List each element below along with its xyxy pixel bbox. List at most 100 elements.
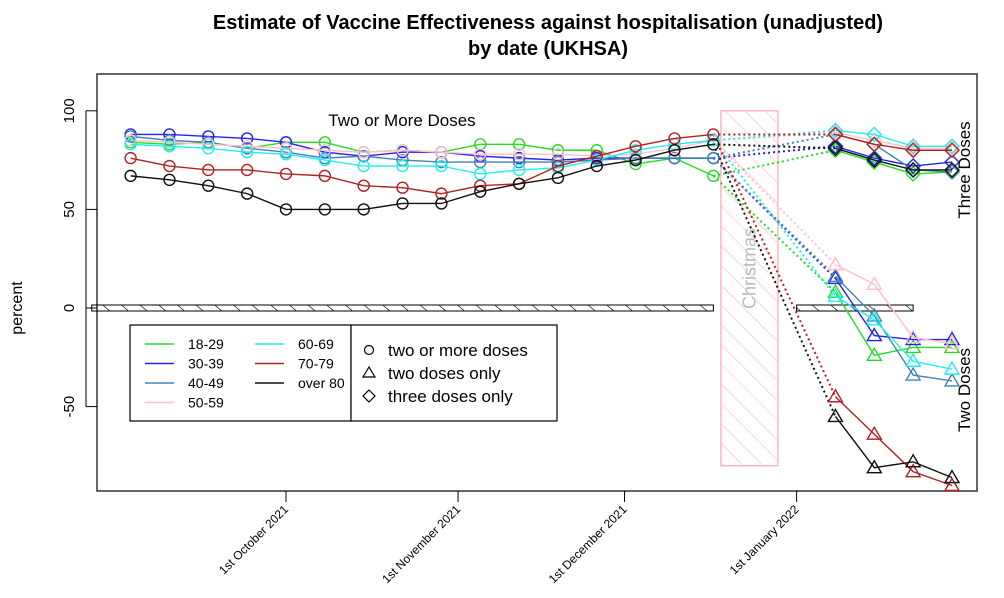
y-axis: 100 50 0 -50 — [61, 98, 97, 417]
point-two-doses — [904, 453, 922, 468]
plot-frame — [96, 73, 978, 492]
point-two-or-more-doses — [629, 153, 642, 167]
x-tick-label: 1st December 2021 — [546, 502, 630, 586]
point-three-doses — [905, 158, 922, 175]
point-two-or-more-doses — [707, 151, 720, 165]
series-70-79 — [124, 126, 961, 492]
point-two-or-more-doses — [318, 136, 332, 149]
legend-label-50-59: 50-59 — [188, 395, 224, 411]
point-two-or-more-doses — [512, 151, 526, 165]
point-three-doses — [905, 161, 922, 178]
legend-age-groups: 18-29 30-39 40-49 50-59 60-69 70-79 over 80 — [145, 336, 345, 411]
point-three-doses — [944, 142, 960, 159]
point-two-or-more-doses — [279, 167, 293, 181]
line-three-doses — [835, 133, 952, 151]
connector-three-doses — [713, 149, 836, 177]
legend-markers: two or more doses two doses only three dos… — [361, 341, 528, 406]
legend-label-30-39: 30-39 — [188, 356, 224, 372]
point-two-or-more-doses — [279, 147, 293, 161]
point-two-or-more-doses — [435, 146, 448, 159]
point-two-doses — [866, 346, 883, 362]
point-two-or-more-doses — [318, 153, 332, 167]
point-two-or-more-doses — [668, 144, 681, 157]
legend-age-box — [129, 324, 352, 422]
line-two-or-more-doses — [130, 133, 714, 195]
point-two-or-more-doses — [240, 187, 254, 200]
point-two-or-more-doses — [124, 134, 137, 147]
point-two-or-more-doses — [435, 155, 448, 169]
point-two-doses — [866, 275, 883, 291]
legend-label-60-69: 60-69 — [298, 336, 334, 352]
connector-two-doses — [712, 134, 837, 398]
point-two-or-more-doses — [240, 163, 254, 177]
legend-circle-icon — [363, 344, 375, 356]
connector-two-doses — [712, 175, 837, 293]
point-two-doses — [866, 307, 883, 322]
point-two-or-more-doses — [629, 144, 642, 157]
point-two-doses — [943, 360, 961, 375]
point-two-or-more-doses — [512, 147, 526, 161]
background-annotations: Christmas — [91, 110, 914, 467]
point-two-or-more-doses — [435, 197, 448, 210]
point-two-doses — [827, 256, 844, 271]
x-tick-label: 1st November 2021 — [379, 502, 463, 586]
point-two-or-more-doses — [512, 138, 526, 151]
point-two-or-more-doses — [590, 159, 603, 173]
point-two-or-more-doses — [629, 140, 642, 153]
point-two-or-more-doses — [668, 151, 681, 165]
annotation-two-doses: Two Doses — [955, 348, 974, 432]
legend-diamond-icon — [362, 389, 376, 403]
point-three-doses — [827, 122, 844, 139]
point-two-or-more-doses — [396, 144, 409, 157]
point-two-or-more-doses — [668, 132, 681, 145]
line-two-doses — [834, 416, 953, 479]
line-two-or-more-doses — [130, 139, 714, 175]
point-two-doses — [827, 287, 844, 302]
line-two-doses — [835, 263, 953, 345]
point-two-or-more-doses — [357, 179, 370, 192]
point-two-doses — [904, 339, 922, 354]
legend-label-70-79: 70-79 — [298, 356, 334, 372]
connector-three-doses — [713, 145, 836, 160]
legend-label-40-49: 40-49 — [188, 375, 224, 391]
line-three-doses — [835, 131, 952, 149]
y-axis-label: percent — [9, 281, 26, 335]
point-two-or-more-doses — [357, 159, 370, 173]
point-two-or-more-doses — [357, 203, 370, 216]
point-two-or-more-doses — [707, 128, 720, 141]
point-two-or-more-doses — [318, 203, 332, 216]
point-two-or-more-doses — [318, 144, 332, 157]
christmas-label: Christmas — [739, 228, 759, 309]
y-tick-label: 50 — [61, 201, 78, 218]
point-two-or-more-doses — [474, 155, 487, 169]
line-two-or-more-doses — [130, 133, 714, 161]
point-two-doses — [866, 459, 883, 474]
point-three-doses — [905, 138, 922, 155]
point-three-doses — [866, 152, 883, 169]
point-two-doses — [827, 268, 844, 283]
point-two-or-more-doses — [551, 171, 565, 185]
x-tick-label: 1st January 2022 — [727, 502, 802, 577]
legend-marker-label: two or more doses — [388, 341, 528, 360]
point-two-doses — [904, 329, 922, 344]
legend-marker-label: two doses only — [388, 364, 501, 383]
point-two-or-more-doses — [357, 149, 370, 163]
annotation-two-or-more-doses: Two or More Doses — [328, 111, 475, 130]
point-two-or-more-doses — [512, 163, 526, 177]
point-two-or-more-doses — [396, 181, 409, 194]
point-two-or-more-doses — [474, 147, 487, 161]
annotation-three-doses: Three Doses — [955, 121, 974, 218]
point-two-or-more-doses — [163, 159, 176, 173]
line-two-doses — [834, 278, 952, 341]
line-two-doses — [834, 275, 953, 382]
connector-two-doses — [712, 139, 837, 266]
line-two-doses — [835, 295, 953, 370]
point-two-doses — [866, 311, 883, 326]
point-two-doses — [827, 283, 844, 298]
chart-subtitle: by date (UKHSA) — [468, 38, 628, 60]
point-three-doses — [827, 138, 844, 155]
point-two-or-more-doses — [240, 146, 254, 159]
point-two-doses — [943, 335, 961, 350]
point-two-doses — [827, 270, 844, 285]
